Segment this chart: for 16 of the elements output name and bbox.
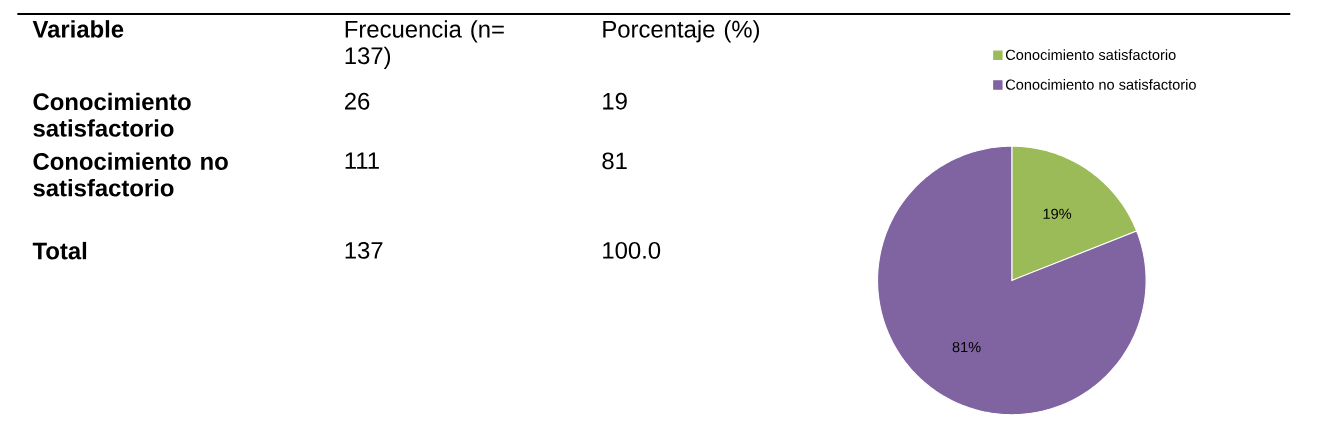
text: Total [32,242,87,260]
data-label: 19% [1043,208,1072,220]
text: 137 [345,242,383,260]
text: 19 [603,92,627,110]
legend-label: Conocimiento no satisfactorio [1005,79,1196,91]
data-label: 81% [952,342,981,353]
text: 111 [345,152,379,170]
text: Porcentaje (%) [603,20,760,43]
text: 81 [602,152,627,170]
text: Frecuencia (n= 137) [345,20,504,70]
legend-label: Conocimiento satisfactorio [1005,49,1176,61]
text: Conocimiento no satisfactorio [33,152,228,197]
text: 100.0 [603,242,661,260]
text: 26 [345,92,370,110]
text: Variable [32,20,124,38]
text: Conocimiento satisfactorio [33,92,191,137]
